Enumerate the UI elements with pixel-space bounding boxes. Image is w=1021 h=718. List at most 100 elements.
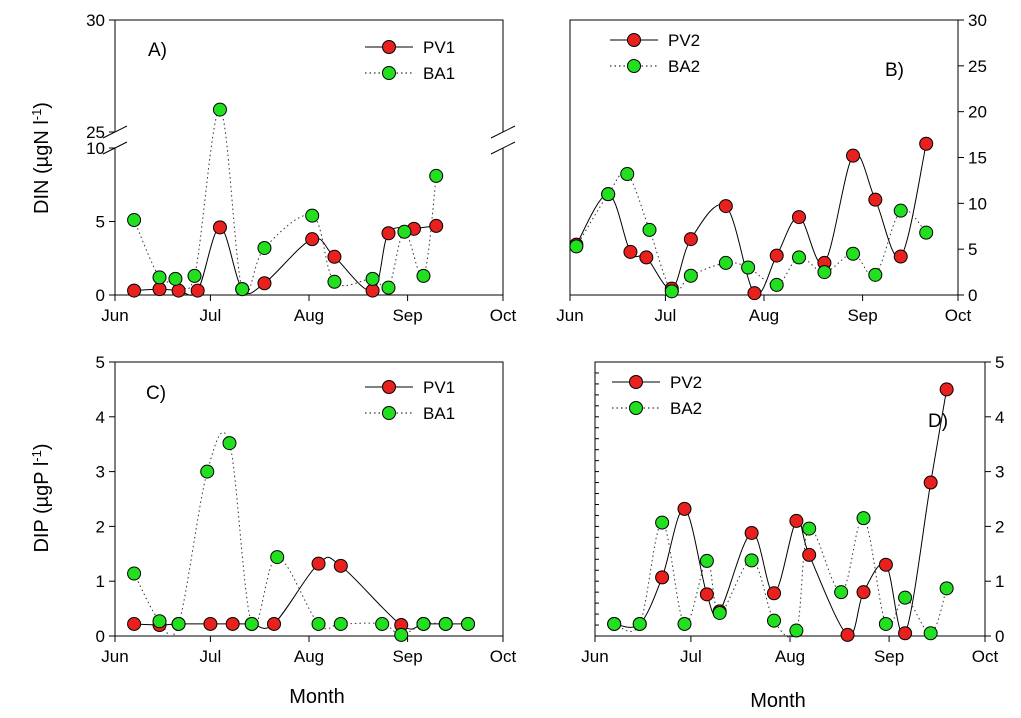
data-point-ba2: [632, 616, 647, 631]
x-tick-label: Aug: [749, 306, 779, 325]
data-point-pv2: [893, 249, 908, 264]
data-point-pv2: [868, 192, 883, 207]
x-tick-label: Oct: [972, 647, 999, 666]
y-axis-title-top-sup: -1: [29, 109, 44, 121]
axis-break-mark: [490, 125, 516, 139]
data-point-pv2: [791, 210, 806, 225]
data-point-ba1: [305, 208, 320, 223]
data-point-ba2: [856, 511, 871, 526]
data-point-ba1: [327, 274, 342, 289]
data-point-ba1: [152, 614, 167, 629]
y-tick-label: 0: [968, 286, 977, 305]
data-point-ba2: [664, 284, 679, 299]
data-point-ba1: [168, 271, 183, 286]
data-point-pv1: [212, 220, 227, 235]
data-point-ba1: [394, 627, 409, 642]
legend-label-ba1: BA1: [423, 64, 455, 83]
legend-marker-ba1: [382, 406, 396, 420]
data-point-ba1: [416, 268, 431, 283]
series-line-ba1: [133, 431, 468, 637]
data-point-pv1: [365, 283, 380, 298]
data-point-pv2: [919, 136, 934, 151]
data-point-ba1: [381, 280, 396, 295]
y-tick-label: 30: [968, 11, 987, 30]
data-point-ba1: [152, 270, 167, 285]
y-tick-label: 15: [968, 149, 987, 168]
data-point-ba1: [244, 616, 259, 631]
data-point-ba2: [791, 250, 806, 265]
data-point-ba2: [767, 613, 782, 628]
data-point-ba2: [939, 581, 954, 596]
y-tick-label: 5: [96, 213, 105, 232]
data-point-pv1: [381, 226, 396, 241]
y-axis-title-top-end: ): [31, 102, 53, 109]
data-point-ba2: [744, 553, 759, 568]
data-point-ba1: [235, 282, 250, 297]
data-point-ba2: [642, 222, 657, 237]
data-point-pv2: [802, 547, 817, 562]
data-point-ba2: [789, 623, 804, 638]
legend-label-pv1: PV1: [423, 378, 455, 397]
data-point-ba2: [569, 239, 584, 254]
data-point-ba1: [171, 616, 186, 631]
y-tick-label: 2: [995, 517, 1004, 536]
data-point-ba1: [212, 102, 227, 117]
legend-marker-pv1: [382, 40, 396, 54]
data-point-ba1: [222, 436, 237, 451]
data-point-pv2: [623, 244, 638, 259]
data-point-ba2: [878, 616, 893, 631]
data-point-ba2: [712, 605, 727, 620]
data-point-ba2: [769, 277, 784, 292]
data-point-pv2: [898, 626, 913, 641]
panel-label: B): [885, 60, 904, 81]
data-point-ba2: [741, 260, 756, 275]
data-point-ba2: [601, 187, 616, 202]
y-axis-title-top-main: DIN (µgN l: [31, 120, 53, 214]
data-point-pv1: [127, 283, 142, 298]
data-point-pv1: [127, 616, 142, 631]
data-point-ba1: [200, 464, 215, 479]
data-point-pv1: [267, 616, 282, 631]
data-point-ba1: [311, 616, 326, 631]
x-tick-label: Sep: [392, 647, 422, 666]
x-tick-label: Sep: [847, 306, 877, 325]
data-point-ba1: [397, 224, 412, 239]
data-point-ba2: [699, 553, 714, 568]
y-axis-title-bottom: DIP (µgP l-1): [29, 443, 53, 552]
data-point-ba1: [187, 268, 202, 283]
data-point-ba1: [438, 616, 453, 631]
data-point-ba2: [919, 225, 934, 240]
x-tick-label: Oct: [945, 306, 972, 325]
y-tick-label: 3: [96, 463, 105, 482]
y-tick-label: 4: [96, 408, 105, 427]
data-point-pv2: [840, 627, 855, 642]
legend-marker-pv1: [382, 380, 396, 394]
legend-marker-pv2: [629, 375, 643, 389]
data-point-ba1: [416, 616, 431, 631]
data-point-pv1: [203, 616, 218, 631]
legend-marker-pv2: [627, 33, 641, 47]
legend-label-ba1: BA1: [423, 404, 455, 423]
y-tick-label: 10: [968, 194, 987, 213]
data-point-ba2: [607, 616, 622, 631]
x-tick-label: Oct: [490, 647, 517, 666]
y-tick-label: 25: [86, 123, 105, 142]
y-tick-label: 1: [96, 572, 105, 591]
panel-label: D): [928, 411, 948, 432]
y-tick-label: 4: [995, 408, 1004, 427]
panel-label: A): [148, 40, 167, 61]
y-axis-title-bottom-end: ): [31, 443, 53, 450]
legend-label-pv2: PV2: [668, 31, 700, 50]
series-line-ba1: [133, 109, 437, 296]
data-point-ba1: [365, 271, 380, 286]
y-tick-label: 5: [995, 353, 1004, 372]
data-point-pv1: [305, 232, 320, 247]
data-point-ba2: [817, 265, 832, 280]
